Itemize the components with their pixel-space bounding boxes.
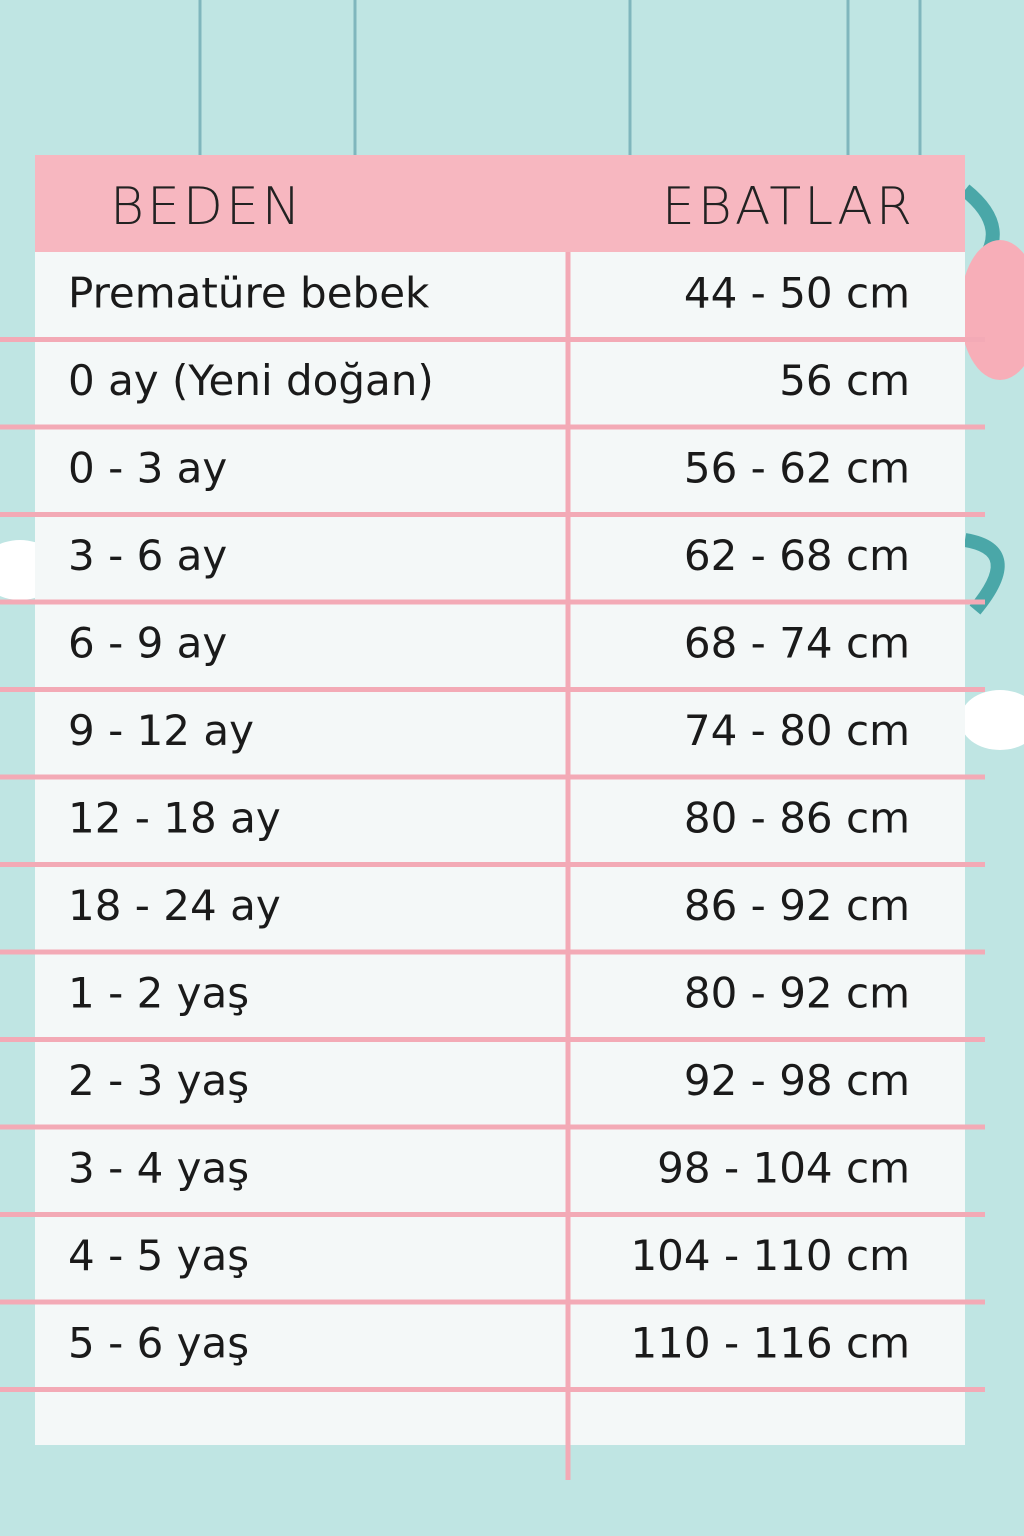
size-label: 9 - 12 ay xyxy=(68,706,254,755)
measure-label: 56 - 62 cm xyxy=(684,443,910,492)
header-cell: EBATLAR xyxy=(662,177,915,237)
size-label: 3 - 4 yaş xyxy=(68,1143,249,1192)
size-label: 2 - 3 yaş xyxy=(68,1056,249,1105)
decor xyxy=(960,690,1024,750)
size-label: 18 - 24 ay xyxy=(68,881,281,930)
measure-label: 62 - 68 cm xyxy=(684,531,910,580)
table-panel xyxy=(35,155,965,1445)
measure-label: 80 - 92 cm xyxy=(684,968,910,1017)
size-label: 6 - 9 ay xyxy=(68,618,227,667)
measure-label: 110 - 116 cm xyxy=(630,1318,910,1367)
measure-label: 80 - 86 cm xyxy=(684,793,910,842)
table-body: Prematüre bebek 44 - 50 cm 0 ay (Yeni doğa… xyxy=(0,268,985,1392)
size-label: Prematüre bebek xyxy=(68,268,430,317)
size-label: 1 - 2 yaş xyxy=(68,968,249,1017)
size-label: 4 - 5 yaş xyxy=(68,1231,249,1280)
measure-label: 74 - 80 cm xyxy=(684,706,910,755)
measure-label: 92 - 98 cm xyxy=(684,1056,910,1105)
size-label: 0 ay (Yeni doğan) xyxy=(68,356,434,405)
header-cell: BEDEN xyxy=(110,177,304,237)
size-label: 12 - 18 ay xyxy=(68,793,281,842)
measure-label: 86 - 92 cm xyxy=(684,881,910,930)
measure-label: 68 - 74 cm xyxy=(684,618,910,667)
measure-label: 98 - 104 cm xyxy=(657,1143,910,1192)
measure-label: 56 cm xyxy=(779,356,910,405)
measure-label: 44 - 50 cm xyxy=(684,268,910,317)
size-label: 5 - 6 yaş xyxy=(68,1318,249,1367)
size-label: 3 - 6 ay xyxy=(68,531,227,580)
table-header xyxy=(35,155,965,252)
decor xyxy=(963,533,1005,615)
hanging-strings xyxy=(198,0,922,155)
measure-label: 104 - 110 cm xyxy=(630,1231,910,1280)
size-label: 0 - 3 ay xyxy=(68,443,227,492)
decor xyxy=(960,240,1024,380)
